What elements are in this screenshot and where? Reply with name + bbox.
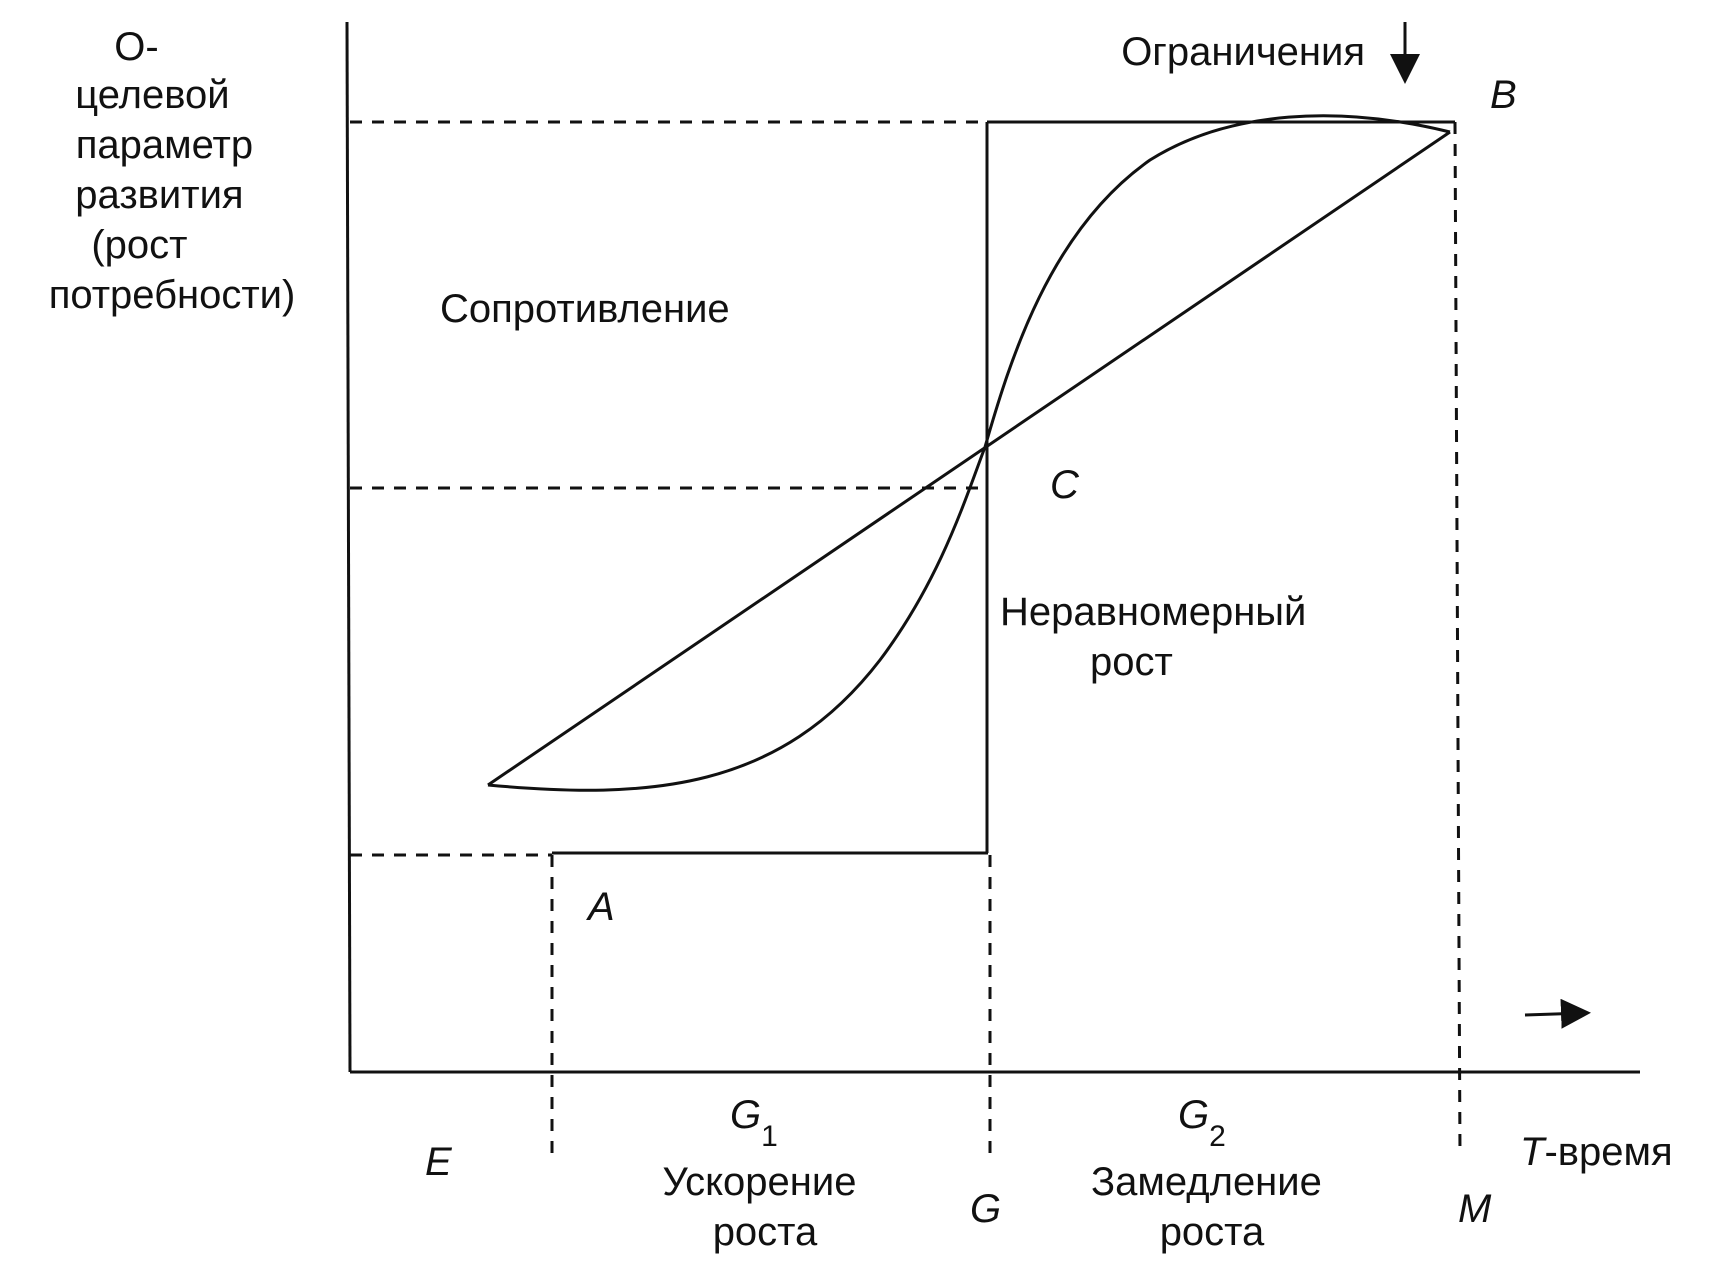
point-C-label: C bbox=[1050, 463, 1080, 507]
point-M-label: M bbox=[1458, 1187, 1492, 1231]
dashed-line-M bbox=[1453, 121, 1462, 1156]
segment-G2-sub: 2 bbox=[1209, 1120, 1226, 1153]
acceleration-line-2: роста bbox=[713, 1210, 818, 1254]
time-axis-text: -время bbox=[1544, 1130, 1672, 1174]
y-axis-label-line-1: О- bbox=[114, 25, 158, 69]
y-axis-label-line-4: развития bbox=[75, 173, 243, 217]
resistance-label: Сопротивление bbox=[440, 287, 730, 331]
point-B-label: B bbox=[1490, 73, 1517, 117]
acceleration-line-1: Ускорение bbox=[662, 1160, 856, 1204]
s-curve bbox=[487, 114, 1451, 792]
uneven-growth-line-2: рост bbox=[1090, 640, 1173, 684]
y-axis-label-line-3: параметр bbox=[76, 123, 253, 167]
time-axis-label: T-время bbox=[1520, 1130, 1673, 1174]
constraints-label: Ограничения bbox=[1121, 30, 1365, 74]
time-axis-letter: T bbox=[1520, 1130, 1547, 1174]
y-axis-label: О- целевой параметр развития (рост потре… bbox=[49, 25, 296, 317]
point-A-label: A bbox=[586, 885, 615, 929]
y-axis bbox=[345, 21, 352, 1073]
deceleration-label: Замедление роста bbox=[1091, 1160, 1333, 1254]
point-E-label: E bbox=[425, 1140, 453, 1184]
segment-G1-letter: G bbox=[730, 1093, 761, 1137]
segment-G1-sub: 1 bbox=[761, 1120, 778, 1153]
y-axis-label-line-6: потребности) bbox=[49, 273, 296, 317]
segment-G2-letter: G bbox=[1178, 1093, 1209, 1137]
point-G-label: G bbox=[970, 1187, 1001, 1231]
deceleration-line-1: Замедление bbox=[1091, 1160, 1322, 1204]
segment-G1-label: G1 bbox=[730, 1093, 778, 1153]
segment-G2-label: G2 bbox=[1178, 1093, 1226, 1153]
deceleration-line-2: роста bbox=[1160, 1210, 1265, 1254]
linear-growth-line bbox=[487, 130, 1451, 787]
acceleration-label: Ускорение роста bbox=[662, 1160, 867, 1254]
direction-arrow bbox=[1524, 998, 1591, 1029]
y-axis-label-line-2: целевой bbox=[75, 73, 229, 117]
uneven-growth-line-1: Неравномерный bbox=[1000, 590, 1306, 634]
y-axis-label-line-5: (рост bbox=[91, 223, 187, 267]
uneven-growth-label: Неравномерный рост bbox=[1000, 590, 1318, 684]
